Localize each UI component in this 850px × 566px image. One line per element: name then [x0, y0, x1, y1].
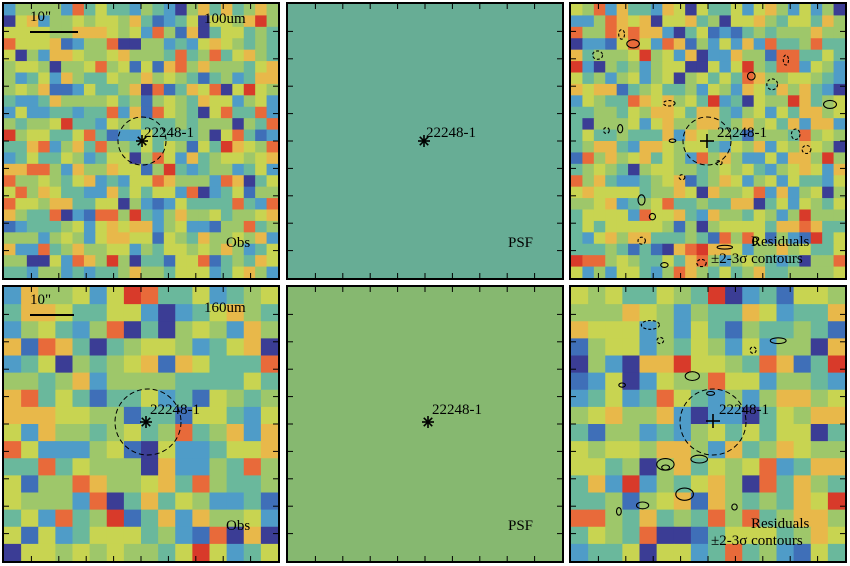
aperture-circle — [679, 388, 747, 456]
source-label: 22248-1 — [719, 402, 769, 418]
contour-line — [618, 29, 626, 40]
contour-line — [752, 236, 758, 246]
contour-line — [822, 99, 838, 109]
source-label: 22248-1 — [426, 125, 476, 141]
obs-160um-map — [4, 287, 278, 561]
contours-label: ±2-3σ contours — [711, 533, 803, 549]
contour-line — [656, 458, 675, 471]
obs-100um-map — [4, 4, 278, 278]
residuals-160um-panel: 22248-1 Residuals ±2-3σ contours — [569, 285, 847, 563]
psf-100um-panel: 22248-1 PSF — [286, 2, 564, 280]
psf-160um-panel: 22248-1 PSF — [286, 285, 564, 563]
psf-160um-map — [288, 287, 562, 561]
contour-line — [731, 503, 738, 511]
source-marker-icon — [706, 414, 720, 428]
aperture-circle — [682, 116, 732, 166]
contour-line — [715, 160, 723, 166]
source-label: 22248-1 — [144, 125, 194, 141]
band-label: 160um — [204, 300, 246, 316]
source-marker-icon — [140, 416, 152, 428]
contour-line — [801, 144, 812, 155]
contour-line — [648, 212, 657, 221]
source-label: 22248-1 — [150, 402, 200, 418]
contour-line — [690, 454, 709, 464]
contour-line — [782, 54, 790, 66]
residuals-label: Residuals — [751, 234, 810, 250]
source-marker-icon — [422, 416, 434, 428]
contour-line — [656, 336, 665, 345]
contour-line — [716, 244, 734, 250]
contour-line — [617, 124, 624, 134]
obs-160um-panel: 10" 160um 22248-1 Obs — [2, 285, 280, 563]
contour-line — [637, 236, 646, 245]
obs-100um-panel: 10" 100um 22248-1 Obs — [2, 2, 280, 280]
source-marker-icon — [136, 135, 148, 147]
obs-label: Obs — [226, 518, 251, 534]
contour-line — [615, 507, 622, 516]
contour-line — [678, 174, 686, 181]
source-label: 22248-1 — [717, 125, 767, 141]
contour-line — [749, 346, 757, 354]
residuals-label: Residuals — [751, 516, 810, 532]
psf-100um-map — [288, 4, 562, 278]
psf-label: PSF — [508, 518, 534, 534]
source-marker-icon — [700, 134, 714, 148]
contour-line — [696, 258, 707, 268]
source-marker-icon — [418, 135, 430, 147]
contour-line — [660, 262, 669, 268]
contour-line — [602, 126, 610, 135]
contour-line — [626, 39, 640, 49]
aperture-circle — [117, 116, 167, 166]
residuals-100um-map — [571, 4, 845, 278]
psf-label: PSF — [508, 235, 534, 251]
contour-line — [746, 71, 756, 81]
contour-line — [706, 390, 716, 396]
residuals-100um-panel: 22248-1 Residuals ±2-3σ contours — [569, 2, 847, 280]
contour-line — [769, 337, 787, 345]
contour-line — [618, 382, 626, 388]
scale-bar-label: 10" — [30, 292, 52, 308]
scale-bar-label: 10" — [30, 9, 52, 25]
aperture-circle — [114, 388, 182, 456]
contour-line — [668, 138, 677, 143]
band-label: 100um — [204, 11, 246, 27]
contour-line — [684, 371, 700, 382]
contour-line — [675, 487, 694, 501]
contour-line — [637, 194, 646, 206]
source-label: 22248-1 — [432, 402, 482, 418]
contour-line — [790, 128, 801, 141]
residuals-160um-map — [571, 287, 845, 561]
contour-line — [635, 501, 650, 510]
contour-line — [592, 50, 604, 60]
contours-label: ±2-3σ contours — [711, 251, 803, 267]
obs-label: Obs — [226, 235, 251, 251]
contour-line — [662, 100, 676, 107]
